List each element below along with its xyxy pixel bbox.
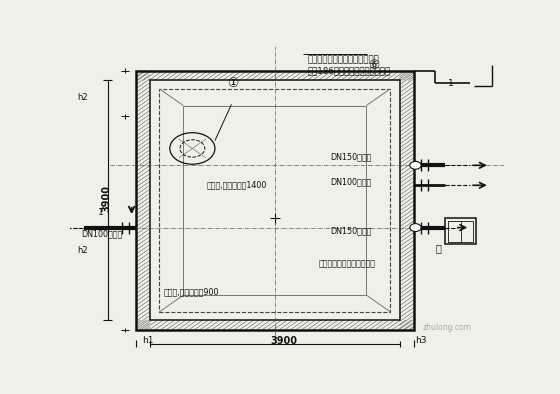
Circle shape bbox=[410, 224, 421, 232]
Bar bbox=[445, 218, 476, 244]
Text: 顶板预留水位传示装置孔，做法: 顶板预留水位传示装置孔，做法 bbox=[308, 56, 380, 65]
Text: 通风管,高出覆土面900: 通风管,高出覆土面900 bbox=[164, 288, 219, 297]
Text: h3: h3 bbox=[415, 336, 426, 346]
Text: ⑮: ⑮ bbox=[435, 243, 441, 253]
Text: 3900: 3900 bbox=[270, 336, 297, 346]
Text: 通风管,高出覆土面1400: 通风管,高出覆土面1400 bbox=[207, 180, 267, 189]
Text: h1: h1 bbox=[142, 336, 154, 346]
Text: zhulong.com: zhulong.com bbox=[423, 323, 472, 333]
Text: h2: h2 bbox=[77, 93, 87, 102]
Text: 尺寸根据工程具体情况决定: 尺寸根据工程具体情况决定 bbox=[318, 260, 375, 269]
Text: 见第186页，安装要求详见总说明: 见第186页，安装要求详见总说明 bbox=[308, 66, 391, 75]
Bar bbox=[136, 71, 414, 330]
Text: 1: 1 bbox=[448, 78, 454, 87]
Bar bbox=[448, 221, 473, 242]
Text: 3900: 3900 bbox=[101, 186, 111, 212]
Bar bbox=[183, 106, 366, 295]
Text: ①: ① bbox=[227, 77, 239, 90]
Bar bbox=[150, 80, 400, 320]
Text: DN150溢水管: DN150溢水管 bbox=[330, 226, 372, 235]
Text: h2: h2 bbox=[77, 246, 87, 255]
Text: DN150出水管: DN150出水管 bbox=[330, 152, 372, 162]
Text: DN100进水管: DN100进水管 bbox=[81, 229, 122, 238]
Circle shape bbox=[410, 162, 421, 169]
Text: DN100滤水管: DN100滤水管 bbox=[330, 178, 372, 187]
Text: ⑥: ⑥ bbox=[368, 59, 380, 72]
Bar bbox=[160, 89, 390, 312]
Text: 1: 1 bbox=[97, 208, 103, 217]
